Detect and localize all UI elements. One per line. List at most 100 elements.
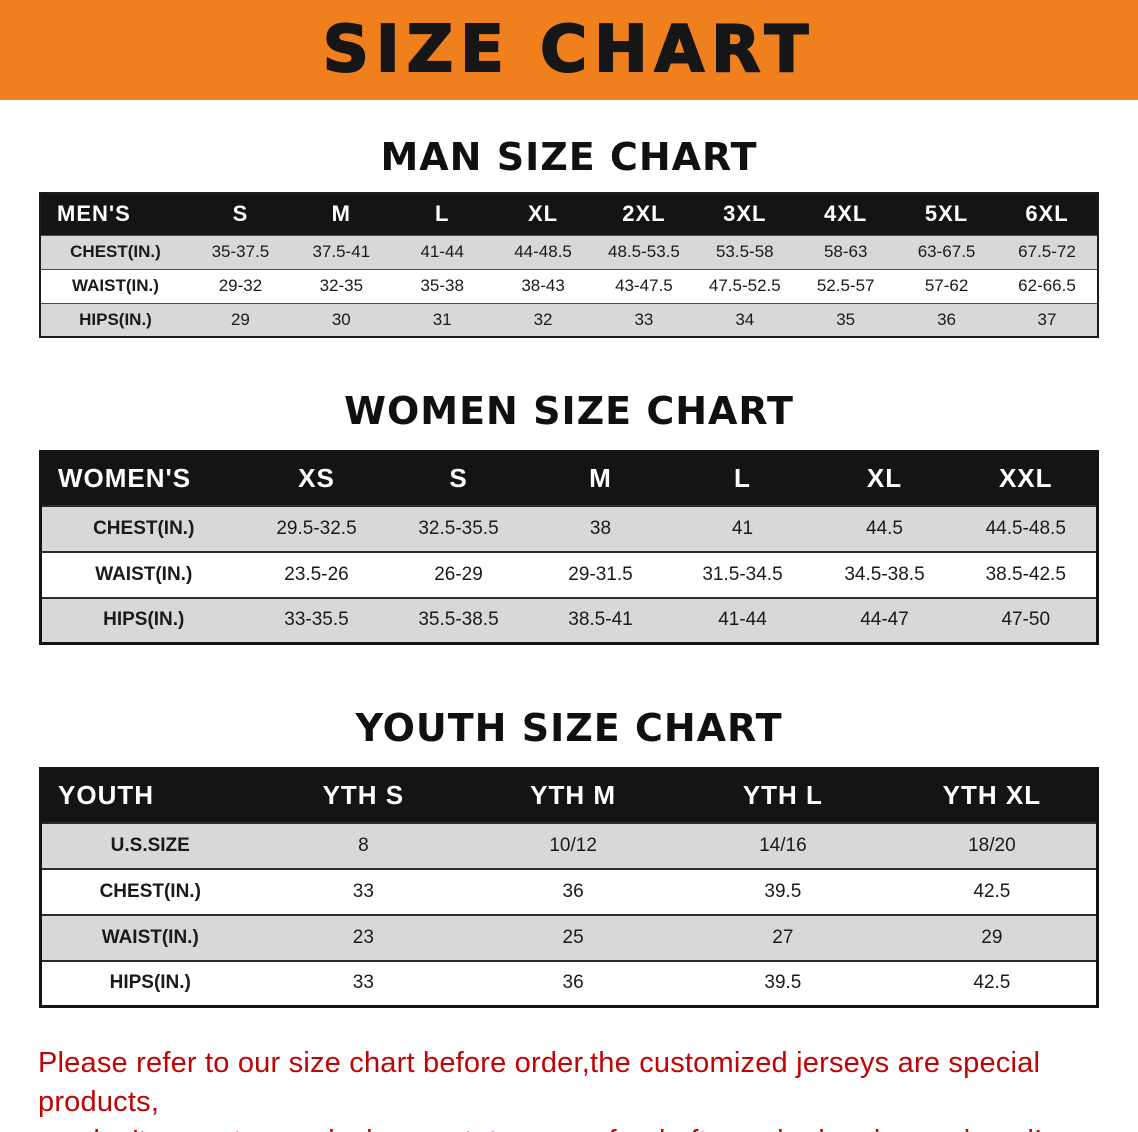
youth-size-table: YOUTH YTH S YTH M YTH L YTH XL U.S.SIZE 8 10/12… xyxy=(39,767,1099,1008)
size-value-cell: 33-35.5 xyxy=(284,609,349,631)
size-value-cell: 33 xyxy=(352,880,374,902)
size-column-header: S xyxy=(449,463,468,494)
size-column-header: M xyxy=(589,463,612,494)
size-value-cell: 44.5-48.5 xyxy=(985,517,1066,539)
size-value-cell: 14/16 xyxy=(759,834,807,856)
row-label: WAIST(IN.) xyxy=(72,276,159,295)
size-value-cell: 39.5 xyxy=(764,880,802,902)
men-size-table: MEN'S S M L XL 2XL 3XL 4XL 5XL 6XL CHEST(IN.) 35-37… xyxy=(39,192,1099,338)
size-value-cell: 29-31.5 xyxy=(568,563,633,585)
size-column-header: XL xyxy=(528,201,559,227)
size-value-cell: 67.5-72 xyxy=(1018,242,1076,261)
size-value-cell: 37 xyxy=(1037,309,1057,329)
size-value-cell: 35 xyxy=(836,309,856,329)
size-column-header: 4XL xyxy=(824,201,868,227)
table-row: HIPS(IN.) 33-35.5 35.5-38.5 38.5-41 41-44 44-… xyxy=(40,597,1098,644)
size-value-cell: 57-62 xyxy=(924,276,969,295)
row-label: CHEST(IN.) xyxy=(93,517,195,539)
size-value-cell: 53.5-58 xyxy=(715,242,774,261)
size-value-cell: 31 xyxy=(432,309,452,329)
men-section-heading: MAN SIZE CHART xyxy=(380,135,758,179)
row-label: HIPS(IN.) xyxy=(109,972,191,994)
size-value-cell: 44-48.5 xyxy=(514,242,572,261)
row-label: WAIST(IN.) xyxy=(101,926,199,948)
size-column-header: L xyxy=(434,201,450,227)
size-value-cell: 10/12 xyxy=(549,834,597,856)
table-header-row: WOMEN'S XS S M L XL XXL xyxy=(40,451,1098,506)
table-title-cell: MEN'S xyxy=(57,201,131,227)
size-value-cell: 29 xyxy=(981,926,1003,948)
size-value-cell: 63-67.5 xyxy=(917,242,976,261)
size-column-header: XL xyxy=(866,463,903,494)
size-column-header: 5XL xyxy=(924,201,969,227)
size-value-cell: 25 xyxy=(562,926,584,948)
women-size-section: WOMEN SIZE CHART WOMEN'S XS S M L XL XXL CHEST(… xyxy=(0,388,1138,645)
size-value-cell: 44-47 xyxy=(860,609,909,631)
size-value-cell: 26-29 xyxy=(434,563,483,585)
size-value-cell: 47-50 xyxy=(1001,609,1051,631)
size-value-cell: 38 xyxy=(589,517,612,539)
size-column-header: YTH XL xyxy=(942,780,1042,811)
size-value-cell: 35.5-38.5 xyxy=(418,609,499,631)
women-size-table: WOMEN'S XS S M L XL XXL CHEST(IN.) 29.5-32.5 32.5… xyxy=(39,450,1099,645)
size-value-cell: 29 xyxy=(230,309,250,329)
size-value-cell: 48.5-53.5 xyxy=(608,242,680,261)
disclaimer-line-2: we don't accept cancel, change, teturn o… xyxy=(38,1122,1100,1132)
table-head: WOMEN'S XS S M L XL XXL xyxy=(40,451,1098,506)
table-header-row: MEN'S S M L XL 2XL 3XL 4XL 5XL 6XL xyxy=(40,193,1098,235)
size-column-header: L xyxy=(734,463,751,494)
table-row: U.S.SIZE 8 10/12 14/16 18/20 xyxy=(40,822,1098,869)
size-value-cell: 27 xyxy=(772,926,794,948)
size-column-header: YTH M xyxy=(530,780,617,811)
table-row: CHEST(IN.) 33 36 39.5 42.5 xyxy=(40,868,1098,915)
size-column-header: M xyxy=(331,201,351,227)
size-value-cell: 33 xyxy=(634,309,654,329)
size-value-cell: 41-44 xyxy=(718,609,767,631)
table-title-cell: WOMEN'S xyxy=(58,463,192,494)
footer-note: Please refer to our size chart before or… xyxy=(0,1044,1138,1132)
size-value-cell: 18/20 xyxy=(968,834,1016,856)
size-value-cell: 36 xyxy=(937,309,957,329)
size-value-cell: 44.5 xyxy=(866,517,903,539)
size-value-cell: 36 xyxy=(562,880,584,902)
size-value-cell: 35-38 xyxy=(420,276,464,295)
row-label: U.S.SIZE xyxy=(110,834,190,856)
men-size-section: MAN SIZE CHART MEN'S S M L XL 2XL 3XL 4XL 5XL 6XL… xyxy=(0,134,1138,338)
size-value-cell: 41 xyxy=(731,517,754,539)
size-column-header: YTH S xyxy=(322,780,405,811)
banner: SIZE CHART xyxy=(0,0,1138,100)
table-row: CHEST(IN.) 35-37.5 37.5-41 41-44 44-48.5 48.5… xyxy=(40,235,1098,269)
size-value-cell: 39.5 xyxy=(764,972,802,994)
size-value-cell: 32-35 xyxy=(319,276,364,295)
row-label: WAIST(IN.) xyxy=(95,563,193,585)
size-column-header: XS xyxy=(298,463,335,494)
size-value-cell: 47.5-52.5 xyxy=(708,276,781,295)
size-value-cell: 38.5-42.5 xyxy=(985,563,1066,585)
size-value-cell: 42.5 xyxy=(973,880,1011,902)
row-label: CHEST(IN.) xyxy=(99,880,201,902)
table-title-cell: YOUTH xyxy=(58,780,154,811)
size-value-cell: 32.5-35.5 xyxy=(418,517,499,539)
size-value-cell: 43-47.5 xyxy=(615,276,673,295)
table-row: WAIST(IN.) 23 25 27 29 xyxy=(40,914,1098,961)
table-row: WAIST(IN.) 23.5-26 26-29 29-31.5 31.5-34.5 34… xyxy=(40,551,1098,598)
size-value-cell: 31.5-34.5 xyxy=(702,563,783,585)
disclaimer-line-1: Please refer to our size chart before or… xyxy=(38,1047,1041,1118)
size-column-header: S xyxy=(232,201,249,227)
youth-size-section: YOUTH SIZE CHART YOUTH YTH S YTH M YTH L YTH… xyxy=(0,705,1138,1008)
size-value-cell: 33 xyxy=(352,972,374,994)
table-body: CHEST(IN.) 35-37.5 37.5-41 41-44 44-48.5 48.5… xyxy=(40,235,1098,337)
size-column-header: 3XL xyxy=(723,201,767,227)
size-value-cell: 52.5-57 xyxy=(816,276,875,295)
size-value-cell: 32 xyxy=(533,309,553,329)
size-value-cell: 38-43 xyxy=(521,276,565,295)
size-value-cell: 42.5 xyxy=(973,972,1011,994)
row-label: CHEST(IN.) xyxy=(70,242,161,261)
table-row: CHEST(IN.) 29.5-32.5 32.5-35.5 38 41 44.5 44.5… xyxy=(40,505,1098,552)
size-value-cell: 58-63 xyxy=(823,242,868,261)
size-value-cell: 35-37.5 xyxy=(211,242,270,261)
table-row: WAIST(IN.) 29-32 32-35 35-38 38-43 43-47.5 47.… xyxy=(40,269,1098,303)
size-value-cell: 62-66.5 xyxy=(1018,276,1076,295)
size-column-header: 6XL xyxy=(1025,201,1069,227)
